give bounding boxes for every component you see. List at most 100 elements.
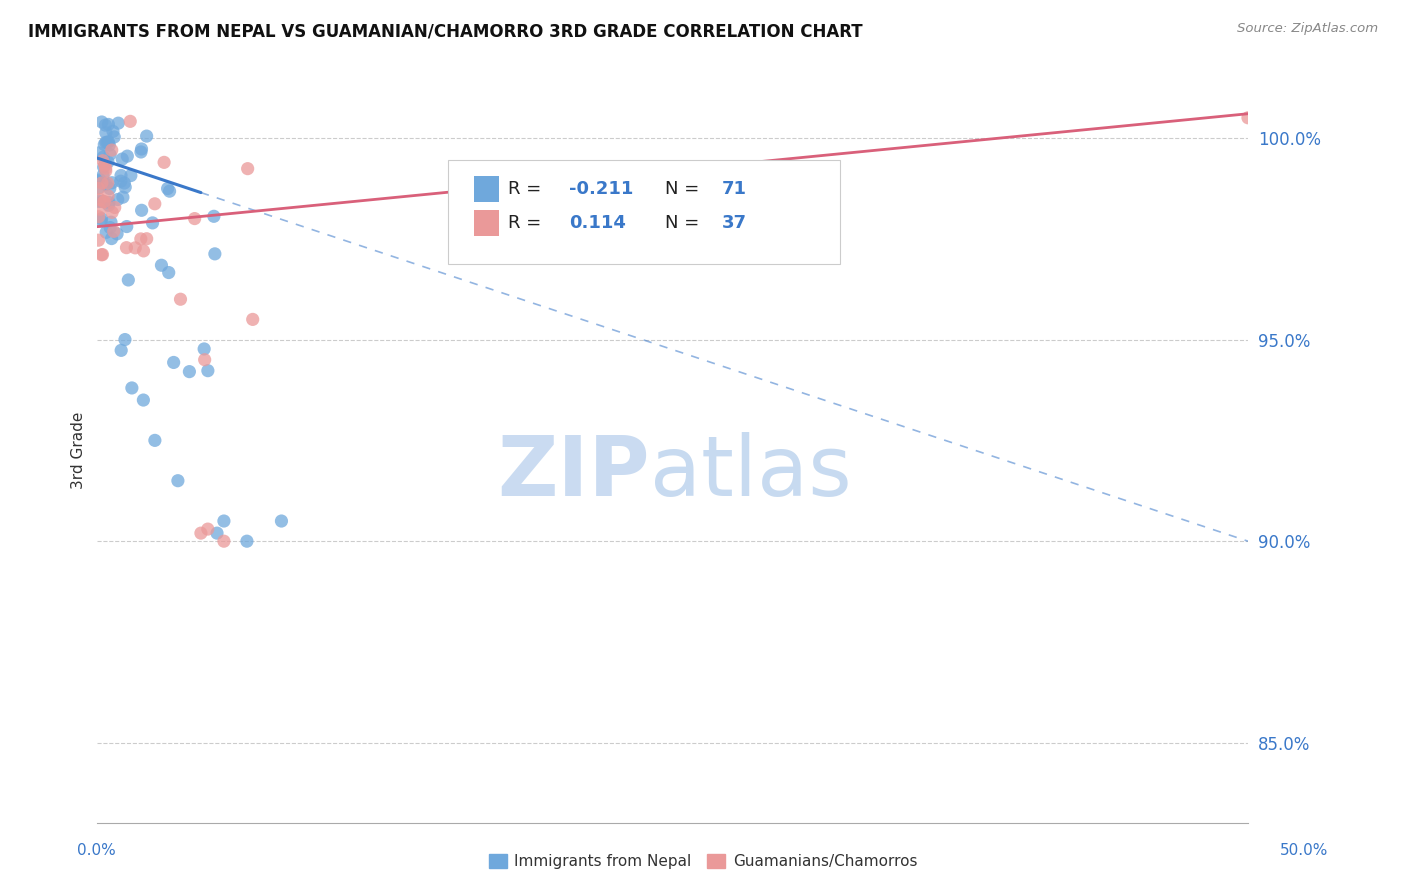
Point bbox=[131, 203, 153, 218]
Point bbox=[90, 115, 112, 129]
Point bbox=[93, 194, 115, 209]
Point bbox=[110, 169, 132, 183]
Legend: Immigrants from Nepal, Guamanians/Chamorros: Immigrants from Nepal, Guamanians/Chamor… bbox=[482, 848, 924, 875]
Point bbox=[94, 178, 117, 192]
Point bbox=[90, 211, 112, 226]
Point bbox=[193, 342, 215, 356]
Point bbox=[94, 161, 117, 176]
Point bbox=[87, 210, 110, 224]
Point bbox=[97, 195, 120, 210]
Point bbox=[87, 180, 110, 194]
Text: 0.114: 0.114 bbox=[569, 214, 626, 232]
Point bbox=[105, 227, 128, 241]
Point bbox=[183, 211, 205, 226]
Point bbox=[97, 155, 120, 169]
Text: 37: 37 bbox=[723, 214, 747, 232]
Text: ZIP: ZIP bbox=[498, 433, 650, 513]
Point bbox=[179, 365, 201, 379]
Point bbox=[110, 174, 132, 188]
Text: 50.0%: 50.0% bbox=[1281, 843, 1329, 858]
Point bbox=[121, 381, 143, 395]
Point bbox=[163, 355, 186, 369]
Point bbox=[94, 136, 117, 150]
Point bbox=[236, 161, 259, 176]
Point bbox=[104, 201, 127, 215]
Text: IMMIGRANTS FROM NEPAL VS GUAMANIAN/CHAMORRO 3RD GRADE CORRELATION CHART: IMMIGRANTS FROM NEPAL VS GUAMANIAN/CHAMO… bbox=[28, 22, 863, 40]
Point bbox=[94, 164, 117, 178]
Point bbox=[91, 150, 114, 164]
Point bbox=[101, 124, 124, 138]
Text: 71: 71 bbox=[723, 180, 747, 198]
Point bbox=[167, 474, 190, 488]
Point bbox=[143, 196, 166, 211]
Point bbox=[100, 215, 122, 229]
Point bbox=[132, 244, 155, 258]
Point bbox=[114, 333, 136, 347]
Point bbox=[197, 364, 219, 378]
Point bbox=[94, 158, 117, 172]
Point bbox=[202, 209, 225, 223]
Point bbox=[117, 273, 139, 287]
Point bbox=[98, 138, 121, 153]
Point bbox=[159, 184, 181, 198]
Point bbox=[115, 219, 138, 234]
Point bbox=[97, 189, 120, 203]
Point bbox=[107, 193, 129, 207]
Point bbox=[101, 205, 124, 219]
Point bbox=[100, 231, 122, 245]
Point bbox=[97, 198, 120, 212]
Point bbox=[97, 176, 120, 190]
Point bbox=[205, 526, 228, 541]
Point bbox=[115, 241, 138, 255]
Point bbox=[91, 247, 114, 261]
Point bbox=[169, 292, 191, 306]
Point bbox=[107, 116, 129, 130]
Point bbox=[90, 214, 112, 228]
Point bbox=[93, 160, 115, 174]
Point bbox=[97, 135, 120, 149]
Point bbox=[156, 181, 179, 195]
Point bbox=[89, 193, 111, 207]
Point bbox=[100, 143, 122, 157]
Point bbox=[87, 194, 110, 209]
Point bbox=[87, 145, 110, 160]
Point bbox=[157, 266, 180, 280]
Point bbox=[236, 534, 259, 549]
Point bbox=[91, 169, 114, 183]
Point bbox=[89, 173, 111, 187]
Point bbox=[91, 194, 114, 209]
Point bbox=[87, 233, 110, 247]
Point bbox=[93, 137, 115, 152]
Point bbox=[141, 216, 163, 230]
Point bbox=[87, 175, 110, 189]
Text: R =: R = bbox=[508, 180, 547, 198]
Point bbox=[111, 190, 134, 204]
Point bbox=[96, 136, 118, 150]
Point bbox=[94, 118, 117, 132]
Point bbox=[91, 153, 114, 168]
Point bbox=[270, 514, 292, 528]
Point bbox=[103, 224, 125, 238]
Point bbox=[132, 392, 155, 407]
Point bbox=[129, 232, 152, 246]
Point bbox=[110, 343, 132, 358]
Point bbox=[89, 202, 111, 217]
Point bbox=[87, 181, 110, 195]
FancyBboxPatch shape bbox=[474, 210, 499, 236]
Point bbox=[150, 258, 173, 272]
Point bbox=[197, 522, 219, 536]
Point bbox=[98, 147, 121, 161]
Point bbox=[153, 155, 176, 169]
Point bbox=[97, 117, 120, 131]
Point bbox=[101, 176, 124, 190]
Point bbox=[212, 534, 235, 549]
FancyBboxPatch shape bbox=[474, 177, 499, 202]
Point bbox=[94, 126, 117, 140]
Point bbox=[190, 526, 212, 541]
Point bbox=[90, 176, 112, 190]
FancyBboxPatch shape bbox=[449, 160, 839, 264]
Point bbox=[135, 129, 157, 144]
Point bbox=[98, 181, 121, 195]
Point bbox=[120, 169, 142, 183]
Point bbox=[120, 114, 142, 128]
